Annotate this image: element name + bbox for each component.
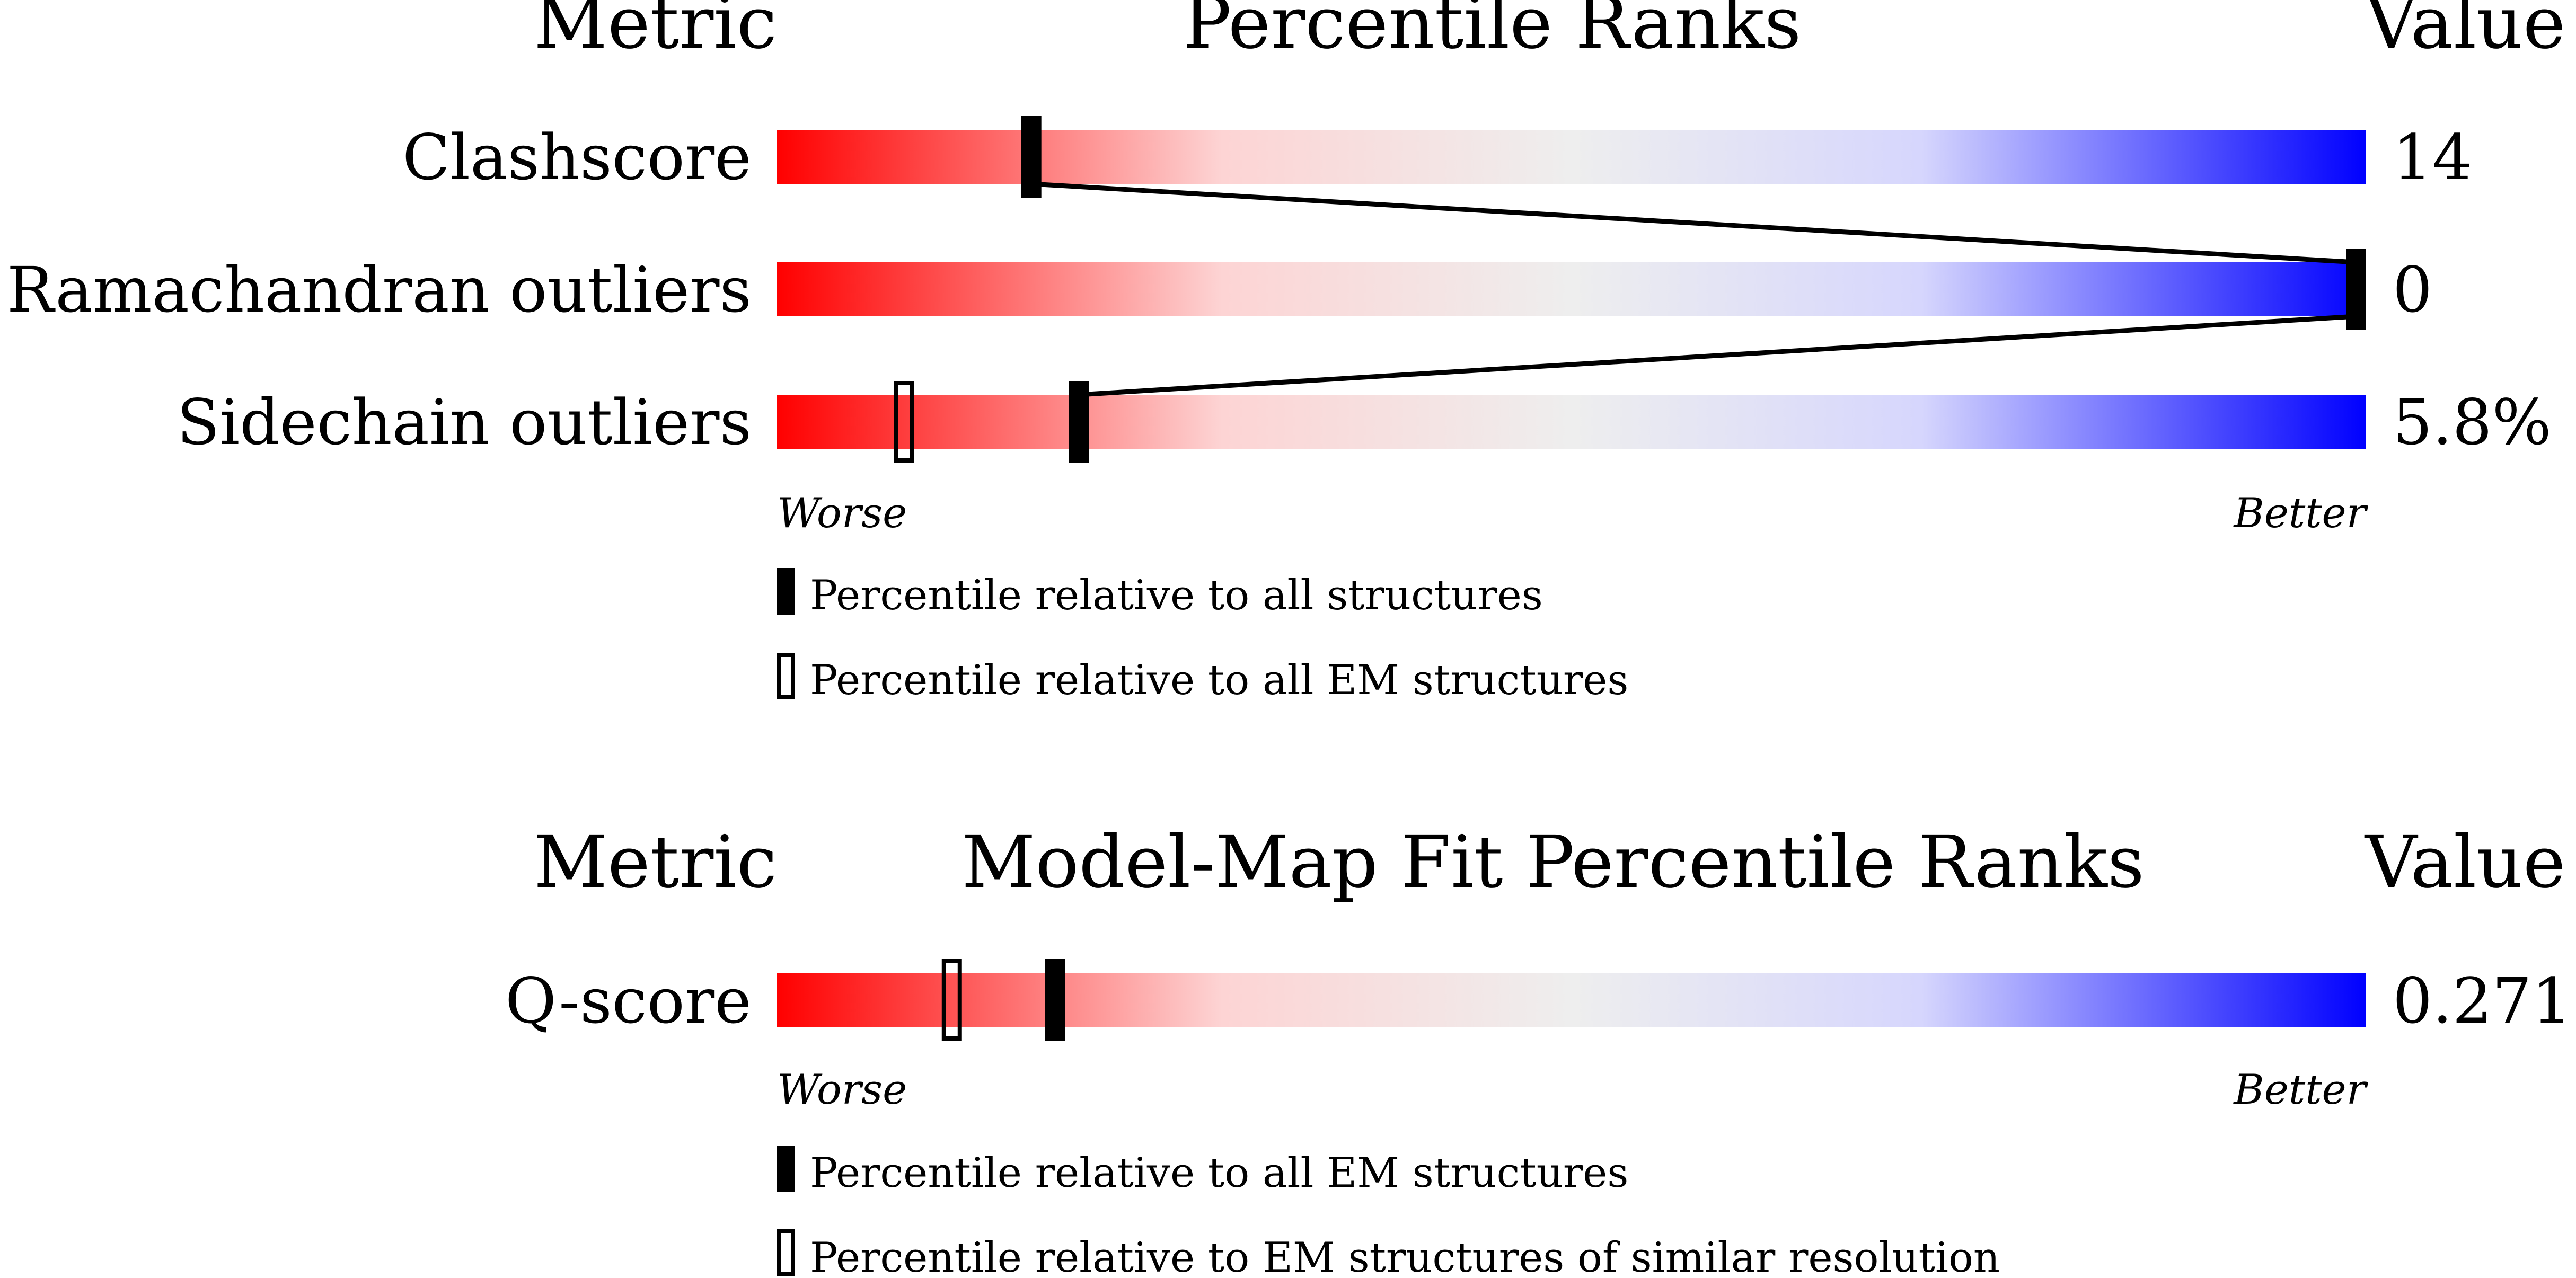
chart-title: Model-Map Fit Percentile Ranks [961,821,2144,904]
hollow-marker-q-score [941,959,962,1041]
value-header: Value [2364,821,2565,904]
legend-item-all-em-structures: Percentile relative to all EM structures [810,1149,1628,1197]
axis-better-label: Better [2233,490,2368,537]
rank-bar-clashscore [777,130,2366,184]
value-header: Value [2364,0,2565,65]
legend-filled-marker [777,568,795,615]
row-label-sidechain-outliers: Sidechain outliers [177,386,752,459]
hollow-marker-sidechain-outliers [894,381,914,463]
bars [777,973,2366,1027]
row-value-clashscore: 14 [2393,121,2472,194]
connector-line-ramachandran-outliers-to-sidechain-outliers [1079,314,2357,397]
legend-hollow-marker [777,653,795,699]
legend-item-all-structures: Percentile relative to all structures [810,572,1543,619]
row-value-sidechain-outliers: 5.8% [2393,386,2552,459]
percentile-marks [941,959,1065,1041]
legend: Percentile relative to all structures Pe… [777,568,1628,704]
filled-marker-sidechain-outliers [1069,381,1089,463]
row-label-clashscore: Clashscore [402,121,752,194]
row-value-ramachandran-outliers: 0 [2393,253,2432,326]
row-label-ramachandran-outliers: Ramachandran outliers [7,253,752,326]
metric-header: Metric [534,821,777,904]
legend: Percentile relative to all EM structures… [777,1146,2000,1278]
legend-item-similar-resolution: Percentile relative to EM structures of … [810,1234,2000,1278]
axis-better-label: Better [2233,1066,2368,1114]
connector-line-clashscore-to-ramachandran-outliers [1031,181,2357,265]
filled-marker-clashscore [1021,116,1042,198]
chart-title: Percentile Ranks [1183,0,1802,65]
legend-item-all-em-structures: Percentile relative to all EM structures [810,656,1628,704]
rank-bar-ramachandran-outliers [777,262,2366,316]
axis-worse-label: Worse [777,490,907,537]
filled-marker-ramachandran-outliers [2346,248,2366,330]
rank-bar-sidechain-outliers [777,395,2366,449]
percentile-marks [894,116,2366,463]
row-value-q-score: 0.271 [2393,964,2572,1037]
legend-hollow-marker [777,1229,795,1276]
row-label-q-score: Q-score [505,964,752,1037]
metric-header: Metric [534,0,777,65]
legend-filled-marker [777,1146,795,1192]
chart-model-map-fit: Metric Model-Map Fit Percentile Ranks Va… [505,821,2572,1278]
bars [777,130,2366,449]
axis-worse-label: Worse [777,1066,907,1114]
chart-percentile-ranks: Metric Percentile Ranks Value Clashscore… [7,0,2566,704]
rank-bar-q-score [777,973,2366,1027]
filled-marker-q-score [1045,959,1065,1041]
